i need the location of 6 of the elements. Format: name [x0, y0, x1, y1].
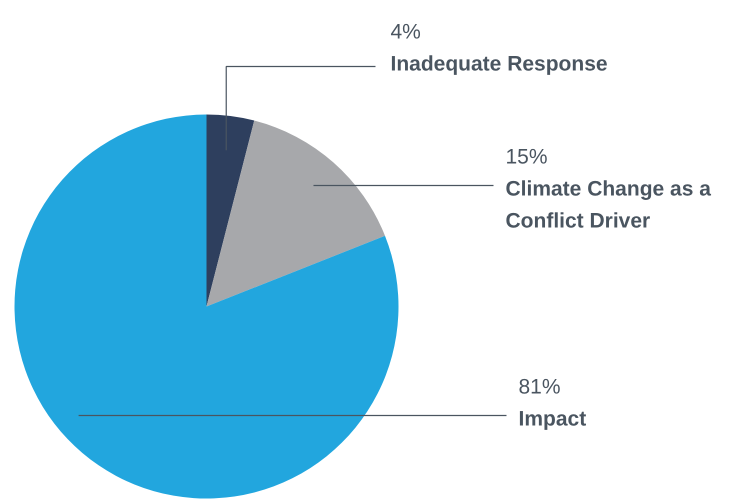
slice-label: Climate Change as a Conflict Driver [506, 178, 712, 232]
data-label: 81% [518, 376, 561, 398]
slice-label: Inadequate Response [390, 52, 608, 76]
slice-label: Impact [518, 408, 586, 430]
data-label: 15% [506, 146, 548, 168]
data-label: 4% [390, 20, 421, 44]
